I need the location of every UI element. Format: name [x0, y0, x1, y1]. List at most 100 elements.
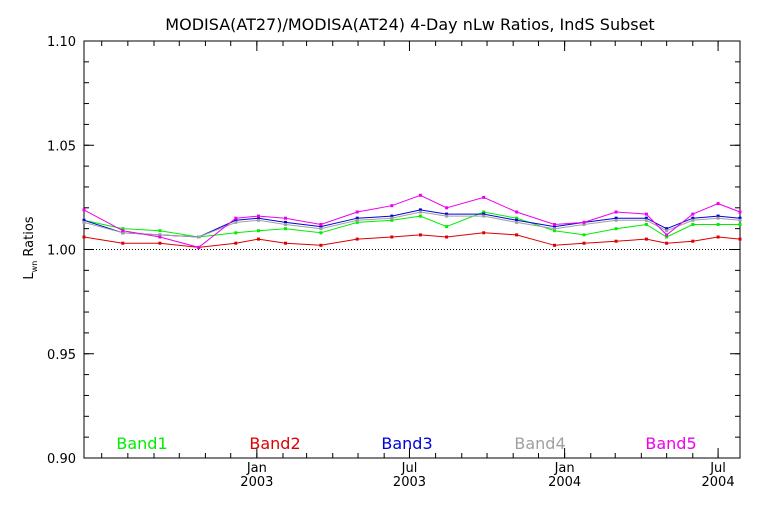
legend-item-band1: Band1 — [116, 434, 167, 453]
y-tick-label: 0.90 — [47, 452, 76, 467]
x-tick-month: Jul — [709, 461, 726, 476]
data-point — [644, 212, 648, 216]
y-axis-label-main: L — [22, 272, 37, 280]
data-point — [482, 210, 486, 214]
series-band5 — [82, 193, 742, 249]
data-point — [482, 231, 486, 235]
data-point — [82, 218, 86, 222]
data-point — [515, 216, 519, 220]
series-line — [83, 211, 741, 238]
data-point — [197, 235, 201, 239]
y-tick-label: 1.00 — [47, 244, 76, 259]
data-point — [319, 243, 323, 247]
data-point — [257, 229, 260, 233]
data-point — [553, 243, 556, 247]
data-point — [121, 231, 125, 235]
data-point — [515, 210, 519, 214]
data-point — [738, 218, 742, 222]
data-point — [319, 225, 323, 229]
data-point — [553, 229, 556, 233]
series-line — [83, 211, 740, 238]
data-point — [234, 220, 238, 224]
data-point — [284, 241, 287, 245]
data-point — [482, 195, 486, 199]
x-tick-month: Jan — [554, 461, 575, 476]
x-tick-month: Jan — [246, 461, 267, 476]
data-point — [319, 227, 323, 231]
data-point — [582, 233, 586, 237]
y-tick-label: 1.10 — [47, 35, 76, 50]
data-point — [691, 239, 695, 243]
legend-item-band4: Band4 — [514, 434, 565, 453]
y-tick-label: 0.95 — [47, 348, 76, 363]
series-group — [82, 193, 742, 249]
data-point — [665, 233, 669, 237]
data-point — [257, 216, 260, 220]
data-point — [582, 220, 586, 224]
y-tick-label: 1.05 — [47, 139, 76, 154]
data-point — [716, 235, 720, 239]
data-point — [257, 218, 260, 222]
data-point — [691, 212, 695, 216]
data-point — [390, 235, 394, 239]
data-point — [716, 223, 720, 226]
data-point — [738, 216, 742, 220]
data-point — [582, 241, 586, 245]
data-point — [355, 237, 359, 241]
data-point — [158, 235, 162, 239]
data-point — [284, 220, 287, 224]
data-point — [234, 231, 238, 235]
data-point — [738, 237, 742, 241]
data-point — [515, 220, 519, 224]
data-point — [319, 223, 323, 226]
data-point — [665, 227, 669, 231]
axis-ticks: 0.900.951.001.051.10Jan2003Jul2003Jan200… — [47, 35, 740, 490]
data-point — [82, 208, 86, 212]
data-point — [614, 227, 618, 231]
data-point — [482, 212, 486, 216]
data-point — [515, 233, 519, 237]
legend-item-band5: Band5 — [645, 434, 696, 453]
data-point — [614, 210, 618, 214]
data-point — [553, 223, 556, 226]
data-point — [445, 214, 449, 218]
x-tick-year: 2004 — [548, 475, 581, 490]
data-point — [355, 210, 359, 214]
data-point — [482, 214, 486, 218]
data-point — [355, 216, 359, 220]
series-line — [83, 232, 741, 248]
data-point — [445, 235, 449, 239]
y-axis-label: Lwn Ratios — [22, 216, 39, 279]
data-point — [82, 235, 86, 239]
data-point — [644, 237, 648, 241]
data-point — [582, 223, 586, 226]
data-point — [418, 210, 422, 214]
data-point — [553, 227, 556, 231]
data-point — [644, 223, 648, 226]
data-point — [121, 229, 125, 233]
x-tick-year: 2003 — [393, 475, 426, 490]
data-point — [234, 218, 238, 222]
data-point — [284, 227, 287, 231]
data-point — [257, 214, 260, 218]
data-point — [418, 208, 422, 212]
data-point — [445, 206, 449, 210]
legend: Band1 Band2 Band3 Band4 Band5 — [116, 434, 696, 453]
data-point — [82, 220, 86, 224]
data-point — [644, 216, 648, 220]
x-tick-year: 2004 — [702, 475, 735, 490]
data-point — [716, 214, 720, 218]
legend-item-band3: Band3 — [381, 434, 432, 453]
data-point — [284, 223, 287, 226]
data-point — [390, 214, 394, 218]
data-point — [121, 241, 125, 245]
data-point — [234, 216, 238, 220]
data-point — [284, 216, 287, 220]
data-point — [553, 225, 556, 229]
x-tick-year: 2003 — [240, 475, 273, 490]
data-point — [614, 216, 618, 220]
data-point — [445, 225, 449, 229]
series-band4 — [82, 210, 742, 239]
data-point — [691, 223, 695, 226]
